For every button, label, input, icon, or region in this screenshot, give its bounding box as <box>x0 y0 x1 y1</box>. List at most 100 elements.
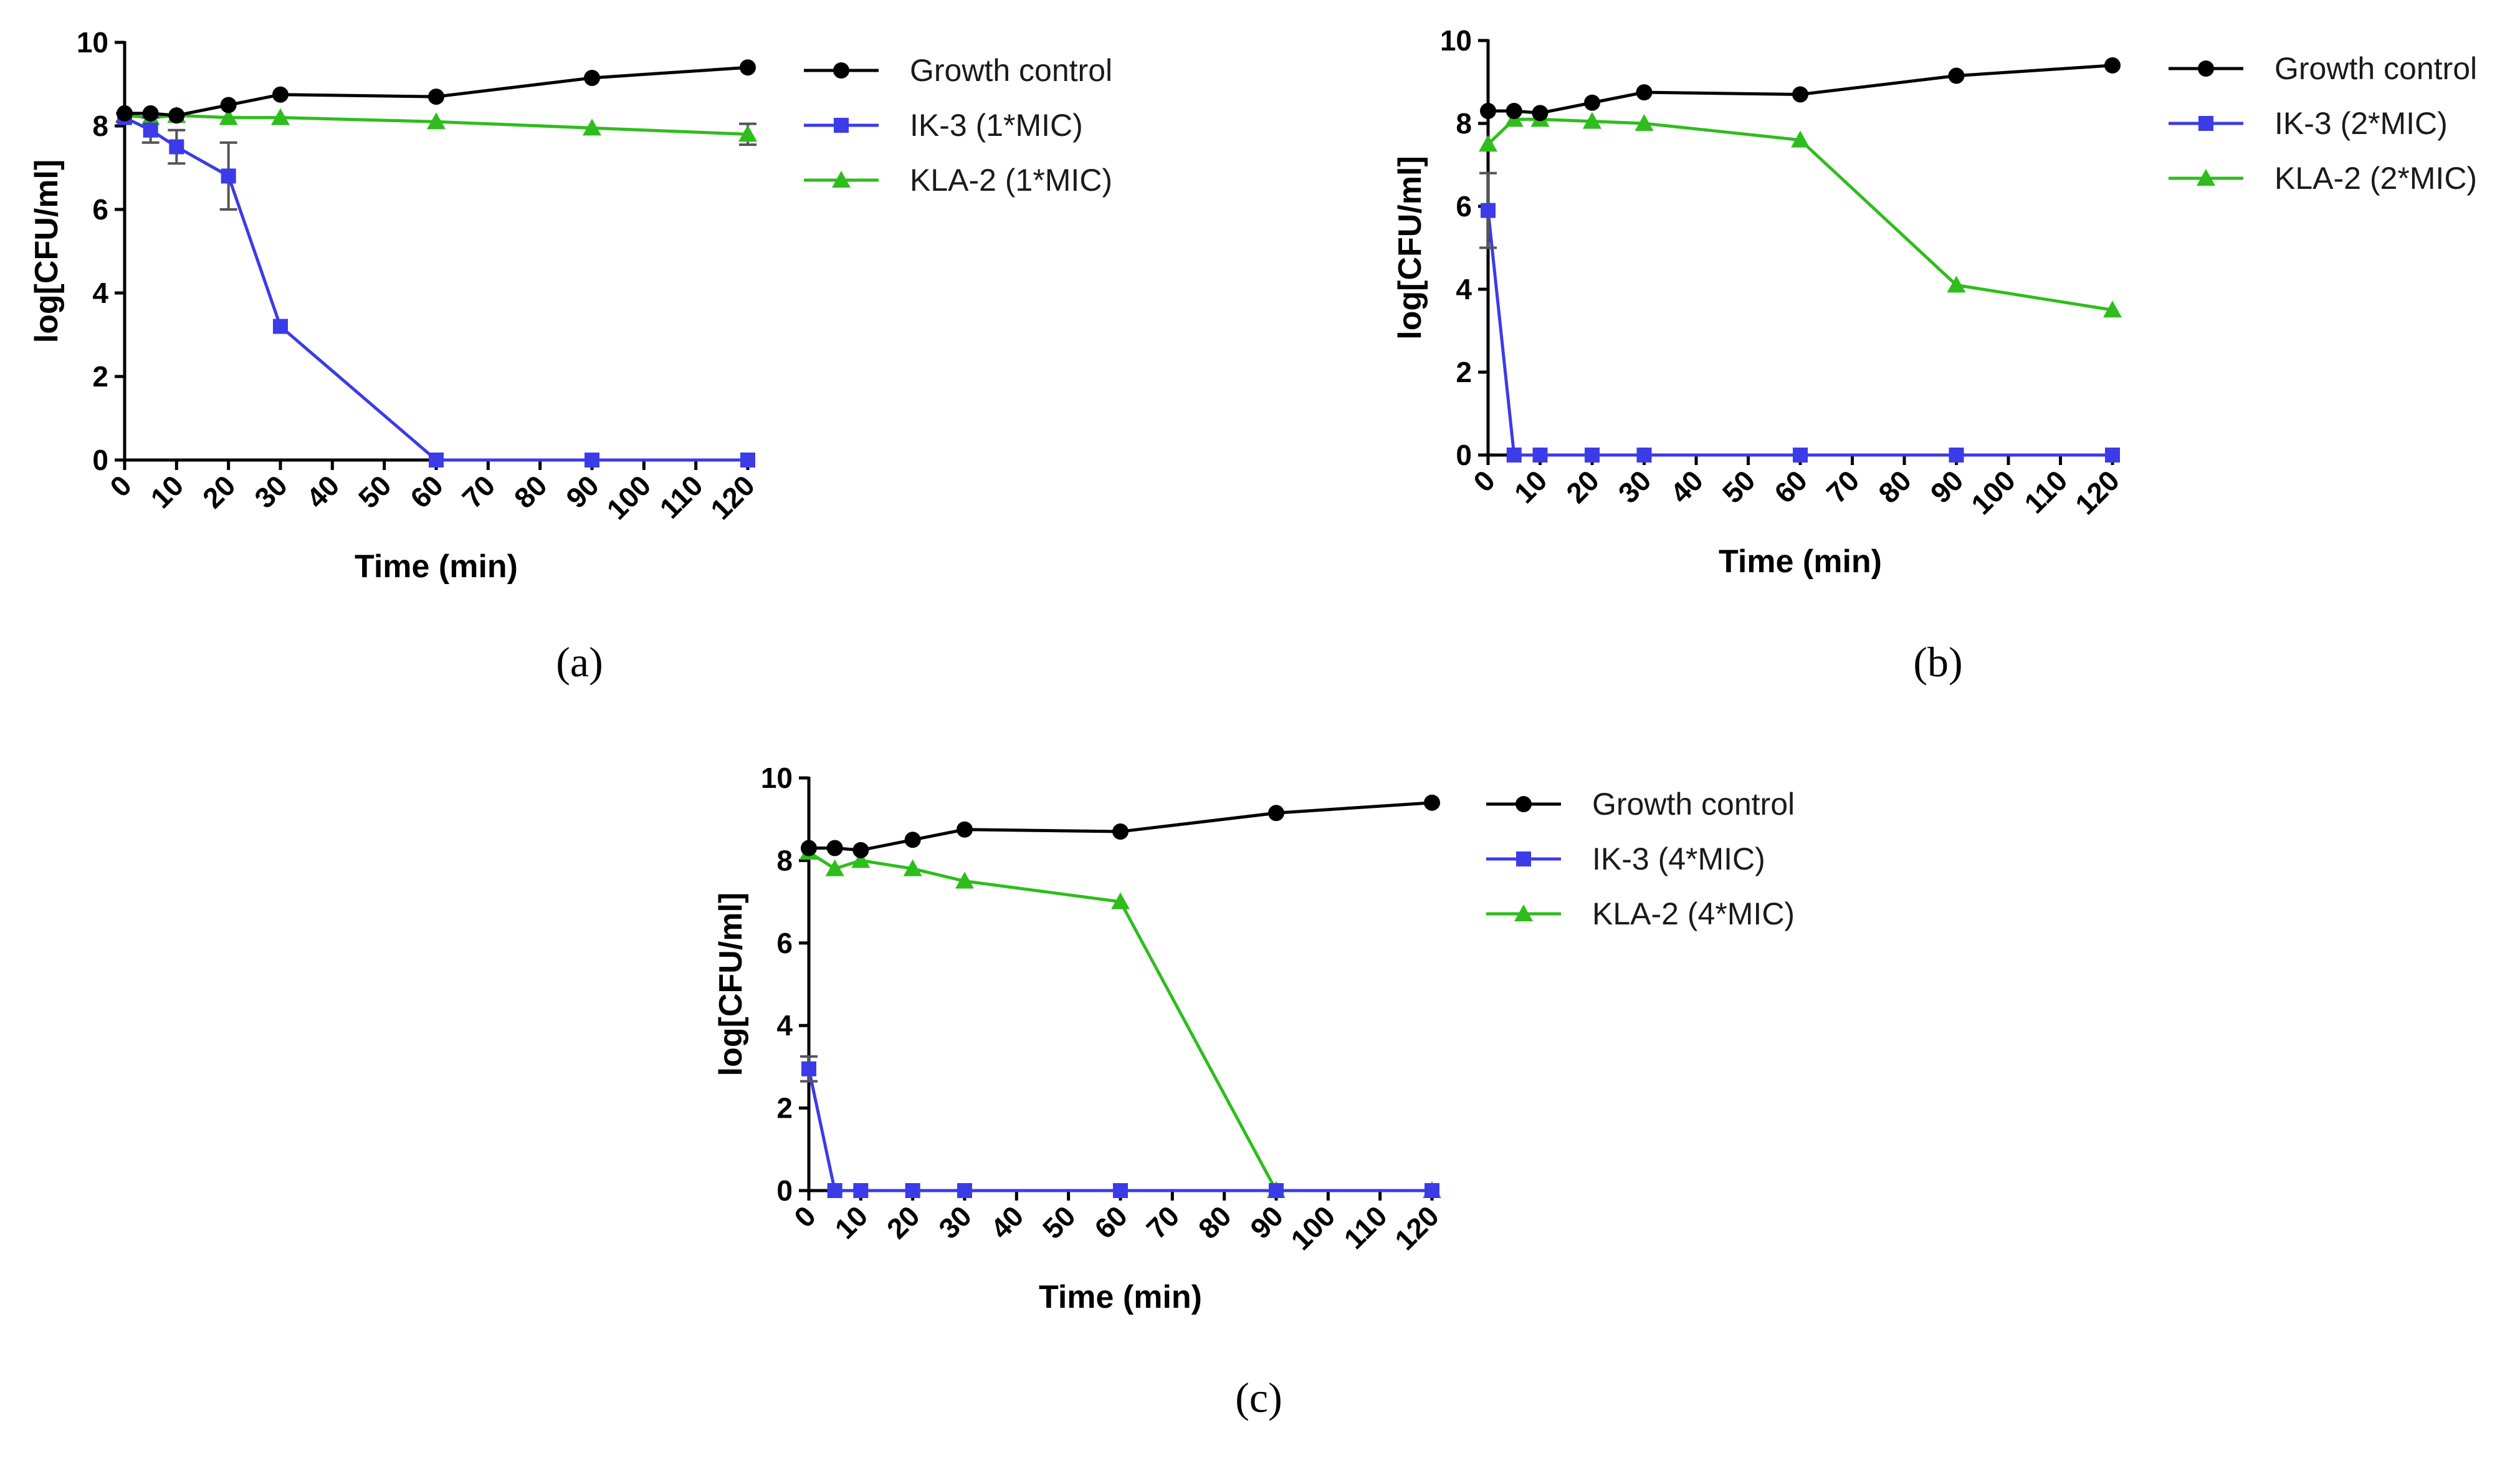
legend-label-growth: Growth control <box>910 53 1112 88</box>
y-tick-label: 10 <box>1440 24 1472 57</box>
x-axis-title: Time (min) <box>1039 1279 1202 1315</box>
y-axis-title: log[CFU/ml] <box>1392 156 1428 340</box>
data-point-ik3 <box>1636 448 1652 463</box>
panel-label: (a) <box>556 638 603 686</box>
data-point-growth <box>740 59 756 76</box>
legend: Growth control IK-3 (2*MIC) KLA-2 (2*MIC) <box>2169 51 2477 196</box>
data-point-ik3 <box>2105 448 2120 463</box>
x-tick-label: 120 <box>2069 464 2126 520</box>
legend-marker-growth <box>833 62 849 79</box>
data-point-kla2 <box>903 859 922 876</box>
data-point-growth <box>1792 86 1808 103</box>
x-tick-label: 50 <box>352 469 398 514</box>
data-point-ik3 <box>221 168 236 184</box>
series-growth <box>1480 57 2121 122</box>
data-point-growth <box>957 821 973 838</box>
data-point-growth <box>1948 67 1965 84</box>
data-point-kla2 <box>219 108 238 125</box>
data-point-ik3 <box>1269 1183 1284 1198</box>
x-tick-label: 120 <box>1388 1199 1445 1256</box>
x-tick-label: 10 <box>828 1199 874 1245</box>
series-kla2 <box>115 106 757 146</box>
x-tick-label: 20 <box>881 1199 926 1245</box>
y-axis-title: log[CFU/ml] <box>713 893 749 1077</box>
data-point-kla2 <box>583 118 601 136</box>
data-point-kla2 <box>2103 300 2122 318</box>
data-point-growth <box>1480 103 1496 120</box>
data-point-growth <box>168 107 185 124</box>
data-point-ik3 <box>143 122 158 138</box>
y-tick-label: 8 <box>1456 107 1472 140</box>
x-tick-label: 90 <box>1924 464 1970 509</box>
x-tick-label: 110 <box>653 469 709 524</box>
y-axis-title: log[CFU/ml] <box>29 160 65 343</box>
x-axis-title: Time (min) <box>1719 544 1882 580</box>
x-tick-label: 20 <box>1560 464 1605 509</box>
legend-label-growth: Growth control <box>1592 787 1795 822</box>
y-tick-label: 6 <box>776 927 793 959</box>
y-tick-label: 6 <box>1456 190 1472 223</box>
data-point-growth <box>220 97 237 113</box>
data-point-growth <box>1506 103 1522 120</box>
data-point-growth <box>2104 57 2121 74</box>
x-tick-label: 70 <box>456 469 501 514</box>
data-point-kla2 <box>1635 114 1654 131</box>
data-point-ik3 <box>585 453 599 468</box>
x-tick-label: 60 <box>1768 464 1813 509</box>
series-kla2 <box>1479 110 2122 318</box>
y-tick-label: 0 <box>92 444 108 476</box>
x-tick-label: 60 <box>1088 1199 1134 1245</box>
y-tick-label: 8 <box>776 844 793 876</box>
data-point-ik3 <box>905 1183 920 1198</box>
x-tick-label: 90 <box>1244 1199 1289 1245</box>
series-growth <box>801 794 1440 858</box>
data-point-ik3 <box>853 1183 869 1198</box>
y-tick-label: 2 <box>1456 356 1472 388</box>
x-tick-label: 100 <box>1284 1199 1341 1256</box>
legend-label-ik3: IK-3 (2*MIC) <box>2274 106 2448 141</box>
series-line-kla2 <box>1487 117 2113 312</box>
x-tick-label: 40 <box>984 1199 1029 1245</box>
y-tick-label: 2 <box>776 1092 793 1125</box>
legend-label-ik3: IK-3 (1*MIC) <box>910 108 1083 143</box>
series-line-ik3 <box>123 116 748 462</box>
legend-marker-growth <box>2198 60 2214 77</box>
data-point-ik3 <box>273 319 288 334</box>
x-tick-label: 40 <box>1664 464 1709 509</box>
legend: Growth control IK-3 (1*MIC) KLA-2 (1*MIC) <box>804 53 1112 198</box>
series-ik3 <box>800 1055 1439 1198</box>
x-tick-label: 120 <box>704 469 761 525</box>
data-point-kla2 <box>427 112 446 130</box>
data-point-ik3 <box>1506 448 1522 463</box>
y-tick-label: 0 <box>1456 439 1472 471</box>
data-point-ik3 <box>827 1183 842 1198</box>
y-tick-label: 4 <box>776 1009 793 1042</box>
data-point-growth <box>1112 823 1129 840</box>
data-point-kla2 <box>825 859 844 876</box>
data-point-kla2 <box>738 125 757 142</box>
data-point-growth <box>428 89 444 105</box>
legend-label-kla2: KLA-2 (4*MIC) <box>1592 896 1795 931</box>
legend-label-growth: Growth control <box>2274 51 2477 86</box>
panel-label: (b) <box>1913 638 1962 686</box>
series-kla2 <box>799 843 1441 1198</box>
legend-marker-growth <box>1515 796 1532 812</box>
x-tick-label: 110 <box>1337 1199 1393 1255</box>
series-line-ik3 <box>807 1068 1432 1192</box>
x-tick-label: 0 <box>103 469 138 503</box>
x-tick-label: 10 <box>1508 464 1554 509</box>
legend-label-kla2: KLA-2 (1*MIC) <box>910 163 1112 198</box>
data-point-ik3 <box>1949 448 1964 463</box>
y-tick-label: 8 <box>92 110 108 142</box>
x-tick-label: 40 <box>300 469 345 514</box>
data-point-ik3 <box>740 453 755 468</box>
data-point-ik3 <box>1793 448 1808 463</box>
y-tick-label: 10 <box>77 26 108 59</box>
y-tick-label: 10 <box>761 762 793 794</box>
data-point-ik3 <box>1425 1183 1439 1198</box>
x-tick-label: 10 <box>144 469 189 514</box>
